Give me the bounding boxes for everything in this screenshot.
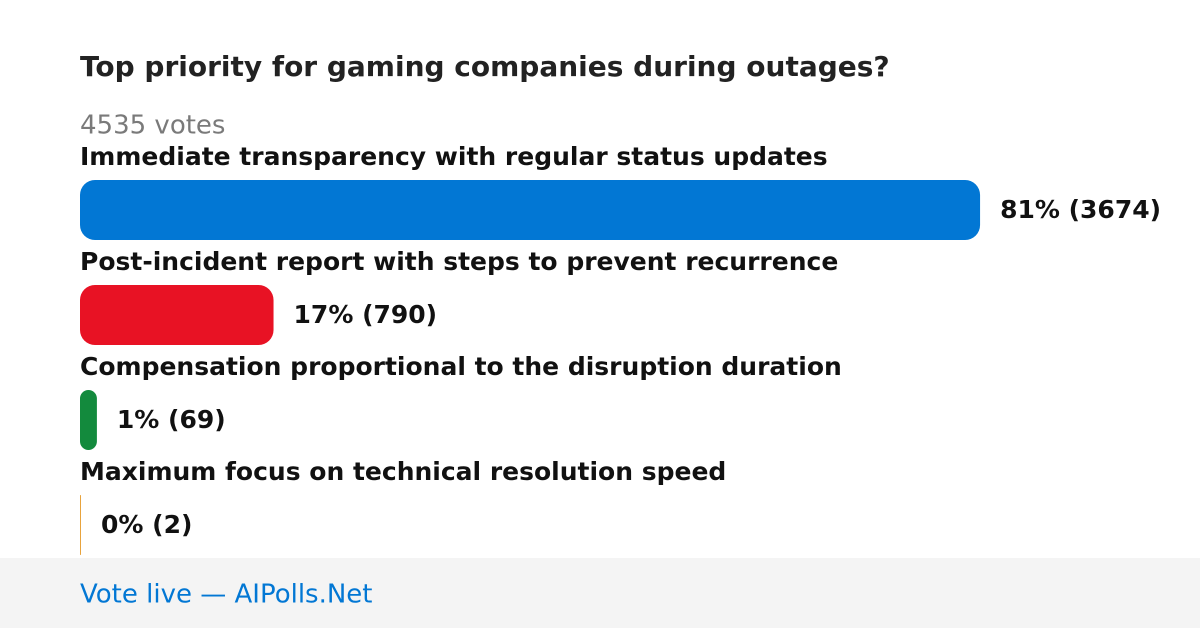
option-label: Compensation proportional to the disrupt… [80,352,842,381]
footer-link[interactable]: Vote live — AIPolls.Net [80,580,373,610]
bar [80,495,81,555]
bar [80,180,981,240]
vote-count: 4535 votes [80,111,225,141]
poll-title: Top priority for gaming companies during… [80,50,890,83]
bar [80,390,97,450]
value-label: 1% (69) [117,405,226,434]
option-label: Maximum focus on technical resolution sp… [80,457,726,486]
option-label: Immediate transparency with regular stat… [80,142,828,171]
option-label: Post-incident report with steps to preve… [80,247,838,276]
footer-bar [0,558,1200,628]
value-label: 17% (790) [294,300,438,329]
value-label: 0% (2) [101,510,192,539]
bar [80,285,274,345]
value-label: 81% (3674) [1000,195,1161,224]
